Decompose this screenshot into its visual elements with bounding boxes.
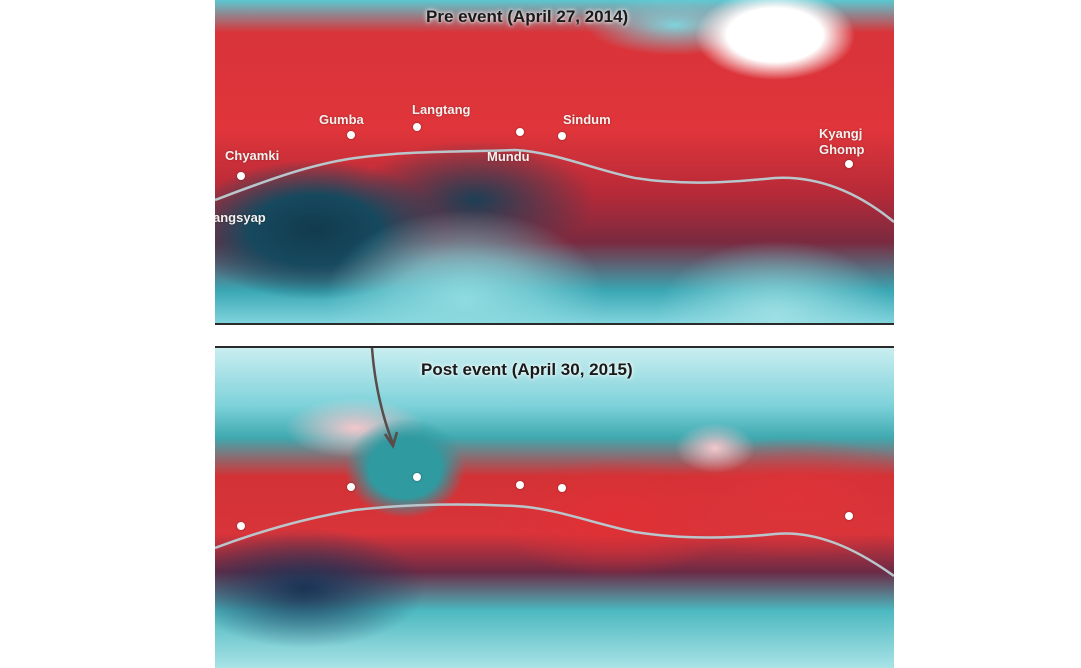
- post-event-title: Post event (April 30, 2015): [421, 360, 633, 379]
- place-label-mundu: Mundu: [487, 149, 530, 164]
- place-label-ghompa: Ghomp: [819, 142, 865, 157]
- post-event-panel: Post event (April 30, 2015): [215, 346, 894, 668]
- location-marker-kyangjin: [845, 512, 853, 520]
- place-label-langtang: Langtang: [412, 102, 471, 117]
- location-marker-gumba: [347, 131, 355, 139]
- place-label-kyangjin: Kyangj: [819, 126, 863, 141]
- location-marker-langtang: [413, 473, 421, 481]
- place-label-chyamki: Chyamki: [225, 148, 280, 163]
- location-marker-gumba: [347, 483, 355, 491]
- post-event-satellite-image: [215, 348, 894, 668]
- location-marker-kyangjin: [845, 160, 853, 168]
- location-marker-sindum: [558, 132, 566, 140]
- place-label-langsyap: angsyap: [215, 210, 266, 225]
- place-label-gumba: Gumba: [319, 112, 364, 127]
- location-marker-mundu: [516, 128, 524, 136]
- location-marker-mundu: [516, 481, 524, 489]
- location-marker-sindum: [558, 484, 566, 492]
- pre-event-title: Pre event (April 27, 2014): [426, 7, 629, 26]
- location-marker-chyamki: [237, 522, 245, 530]
- pre-event-satellite-image: [215, 0, 894, 323]
- location-marker-langtang: [413, 123, 421, 131]
- pre-event-panel: Pre event (April 27, 2014) Chyamki Gumba…: [215, 0, 894, 325]
- location-marker-chyamki: [237, 172, 245, 180]
- place-label-sindum: Sindum: [563, 112, 611, 127]
